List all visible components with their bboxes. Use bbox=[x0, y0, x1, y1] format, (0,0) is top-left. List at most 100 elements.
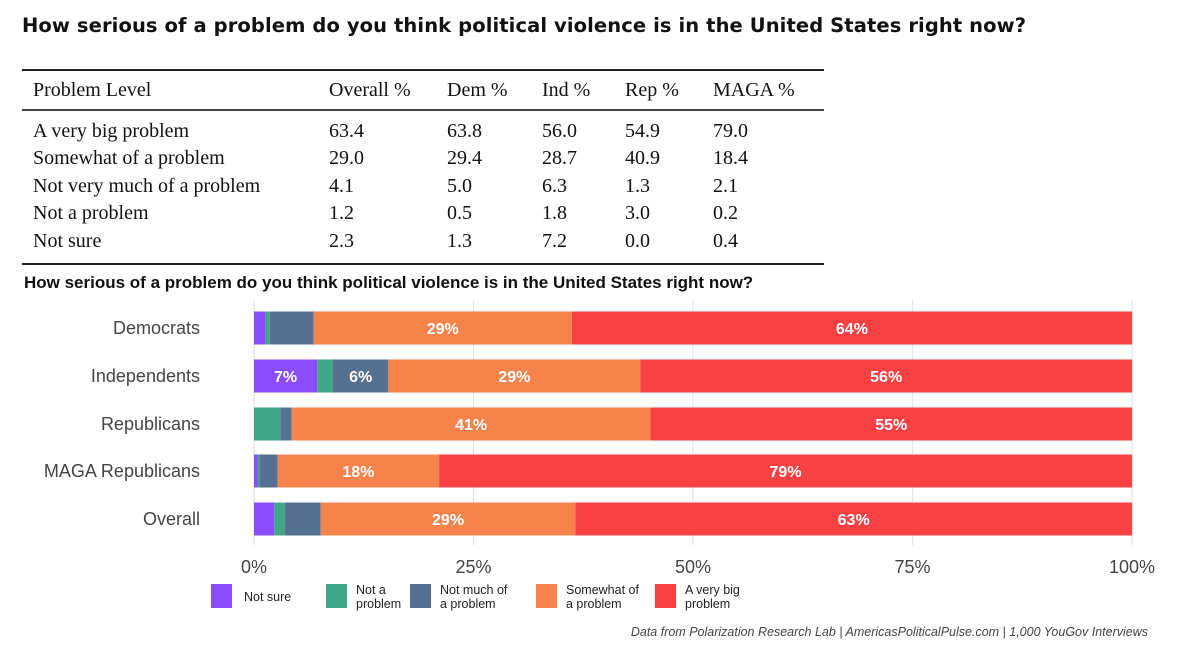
data-label: 64% bbox=[836, 321, 868, 338]
data-label: 63% bbox=[838, 512, 870, 529]
data-label: 18% bbox=[342, 464, 374, 481]
legend-swatch bbox=[536, 584, 557, 608]
table-row: Somewhat of a problem 29.0 29.4 28.7 40.… bbox=[22, 145, 824, 173]
table-header-row: Problem Level Overall % Dem % Ind % Rep … bbox=[22, 70, 824, 110]
column-header: Dem % bbox=[447, 78, 508, 101]
column-header: MAGA % bbox=[713, 78, 795, 101]
table-cell: 1.3 bbox=[625, 174, 650, 197]
table-cell: 6.3 bbox=[542, 174, 567, 197]
bar-segment bbox=[274, 502, 285, 536]
data-label: 79% bbox=[770, 464, 802, 481]
bar-segment bbox=[257, 454, 260, 488]
legend-label: Somewhat of bbox=[566, 583, 639, 597]
column-header: Ind % bbox=[542, 78, 591, 101]
bar-segment bbox=[313, 311, 572, 345]
y-category-label: Democrats bbox=[113, 318, 200, 338]
table-row: A very big problem 63.4 63.8 56.0 54.9 7… bbox=[22, 110, 824, 145]
bar-segment bbox=[333, 359, 389, 393]
data-label: 41% bbox=[455, 417, 487, 434]
bar-segment bbox=[269, 311, 314, 345]
table-cell: 54.9 bbox=[625, 119, 660, 142]
data-label: 7% bbox=[274, 369, 297, 386]
table-cell: 56.0 bbox=[542, 119, 577, 142]
table-cell: 0.5 bbox=[447, 202, 472, 225]
x-tick-label: 75% bbox=[894, 557, 930, 577]
bar-segment bbox=[575, 502, 1132, 536]
bar-segment bbox=[650, 407, 1132, 441]
legend-swatch bbox=[410, 584, 431, 608]
data-label: 55% bbox=[875, 417, 907, 434]
bar-segment bbox=[259, 454, 278, 488]
y-category-label: Republicans bbox=[101, 414, 200, 434]
data-label: 6% bbox=[349, 369, 372, 386]
legend-label: Not sure bbox=[244, 590, 291, 604]
table-cell: Not a problem bbox=[33, 202, 149, 225]
table-row: Not a problem 1.2 0.5 1.8 3.0 0.2 bbox=[22, 200, 824, 228]
y-category-label: MAGA Republicans bbox=[44, 461, 200, 481]
bar-segment bbox=[254, 454, 258, 488]
table-cell: 79.0 bbox=[713, 119, 748, 142]
column-header: Rep % bbox=[625, 78, 679, 101]
bar-segment bbox=[254, 359, 318, 393]
table-row: Not sure 2.3 1.3 7.2 0.0 0.4 bbox=[22, 227, 824, 264]
x-tick-label: 0% bbox=[241, 557, 267, 577]
table-cell: 0.4 bbox=[713, 229, 738, 252]
bar-segment bbox=[571, 311, 1132, 345]
legend-label: problem bbox=[356, 597, 401, 611]
y-category-label: Independents bbox=[91, 366, 200, 386]
table-cell: 4.1 bbox=[329, 174, 354, 197]
bar-segment bbox=[388, 359, 641, 393]
bar-segment bbox=[265, 311, 270, 345]
bar-segment bbox=[439, 454, 1132, 488]
x-tick-label: 50% bbox=[675, 557, 711, 577]
table-cell: 5.0 bbox=[447, 174, 472, 197]
legend-label: Not a bbox=[356, 583, 386, 597]
table-cell: 7.2 bbox=[542, 229, 567, 252]
bar-segment bbox=[320, 502, 576, 536]
table-cell: 2.3 bbox=[329, 229, 354, 252]
table-cell: 40.9 bbox=[625, 147, 660, 170]
bar-segment bbox=[254, 502, 275, 536]
legend-swatch bbox=[655, 584, 676, 608]
table-cell: Not sure bbox=[33, 229, 102, 252]
legend-item: Not sure bbox=[211, 584, 291, 608]
table-cell: 1.2 bbox=[329, 202, 354, 225]
main-title: How serious of a problem do you think po… bbox=[22, 14, 1027, 37]
table-cell: 29.4 bbox=[447, 147, 482, 170]
table-cell: 28.7 bbox=[542, 147, 577, 170]
legend-label: a problem bbox=[440, 597, 496, 611]
column-header: Overall % bbox=[329, 78, 411, 101]
bar-segment bbox=[254, 311, 266, 345]
legend-swatch bbox=[211, 584, 232, 608]
data-label: 29% bbox=[498, 369, 530, 386]
data-label: 29% bbox=[432, 512, 464, 529]
bar-segment bbox=[640, 359, 1132, 393]
bar-segment bbox=[277, 454, 440, 488]
legend-swatch bbox=[326, 584, 347, 608]
column-header: Problem Level bbox=[33, 78, 152, 101]
data-label: 29% bbox=[427, 321, 459, 338]
table-cell: 1.8 bbox=[542, 202, 567, 225]
table-cell: 3.0 bbox=[625, 202, 650, 225]
data-labels: 29% 64% 7% 6% 29% 56% 41% 55% 18% 79% 29% 63% bbox=[274, 321, 907, 529]
legend-label: a problem bbox=[566, 597, 622, 611]
source-caption: Data from Polarization Research Lab | Am… bbox=[630, 625, 1148, 639]
table-cell: 0.2 bbox=[713, 202, 738, 225]
table-cell: 63.8 bbox=[447, 119, 482, 142]
table-cell: 29.0 bbox=[329, 147, 364, 170]
x-tick-label: 25% bbox=[455, 557, 491, 577]
legend-label: Not much of bbox=[440, 583, 508, 597]
table-cell: 0.0 bbox=[625, 229, 650, 252]
bar-segment bbox=[280, 407, 292, 441]
table-cell: 1.3 bbox=[447, 229, 472, 252]
table-cell: 2.1 bbox=[713, 174, 738, 197]
results-table: Problem Level Overall % Dem % Ind % Rep … bbox=[22, 69, 824, 265]
bar-segment bbox=[254, 407, 281, 441]
table-row: Not very much of a problem 4.1 5.0 6.3 1… bbox=[22, 172, 824, 200]
legend-label: problem bbox=[685, 597, 730, 611]
table-cell: 18.4 bbox=[713, 147, 748, 170]
